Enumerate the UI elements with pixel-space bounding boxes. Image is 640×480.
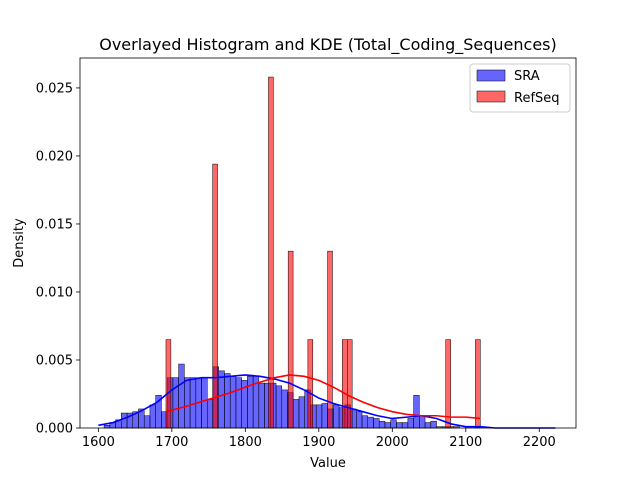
legend-label-refseq: RefSeq	[514, 91, 560, 106]
histogram-bar	[367, 416, 374, 429]
x-tick-label: 2100	[449, 435, 482, 450]
histogram-bar	[235, 377, 242, 429]
x-axis-label: Value	[310, 456, 346, 471]
histogram-bar	[315, 404, 323, 429]
y-axis-ticks: 0.000 0.005 0.010 0.015 0.020 0.025	[36, 81, 80, 437]
histogram-bar	[184, 377, 191, 429]
histogram-bar	[356, 411, 363, 429]
legend-swatch-sra	[476, 69, 506, 82]
x-tick-label: 1900	[302, 435, 335, 450]
x-tick-label: 2200	[523, 435, 556, 450]
histogram-bar	[298, 396, 305, 429]
histogram-bar	[430, 420, 437, 429]
histogram-bar	[143, 415, 151, 429]
histogram-bar	[103, 425, 111, 429]
histogram-bar	[413, 395, 420, 429]
histogram-bar	[475, 339, 481, 429]
histogram-bar	[207, 399, 214, 429]
histogram-bar	[229, 376, 237, 429]
axes-frame	[79, 57, 577, 429]
histogram-bar	[287, 250, 294, 429]
legend: SRA RefSeq	[469, 63, 571, 113]
histogram-bar	[201, 377, 208, 429]
legend-swatch-refseq	[476, 90, 506, 103]
kde-lines	[98, 374, 556, 429]
x-tick-label: 1800	[229, 435, 262, 450]
histogram-bar	[307, 339, 314, 429]
x-tick-label: 1600	[82, 435, 115, 450]
histogram-bar	[281, 389, 288, 429]
histogram-bar	[333, 404, 340, 429]
histogram-bar	[361, 415, 368, 429]
histogram-bar	[342, 339, 348, 429]
y-tick-label: 0.000	[36, 422, 73, 437]
chart-title: Overlayed Histogram and KDE (Total_Codin…	[99, 35, 557, 55]
y-tick-label: 0.025	[36, 81, 73, 96]
histogram-bar	[212, 163, 218, 429]
histogram-bar	[384, 422, 391, 429]
histogram-bar	[390, 419, 397, 429]
histogram-bar	[165, 339, 172, 429]
histogram-bar	[121, 412, 128, 429]
histogram-bar	[419, 415, 426, 429]
histogram-bar	[149, 404, 156, 429]
y-tick-label: 0.005	[36, 353, 73, 368]
x-axis-ticks: 1600 1700 1800 1900 2000 2100 2200	[82, 428, 556, 450]
legend-label-sra: SRA	[514, 69, 540, 84]
histogram-bar	[224, 373, 231, 429]
histogram-bar	[178, 363, 185, 429]
histogram-bar	[373, 418, 380, 429]
y-tick-label: 0.020	[36, 149, 73, 164]
histogram-bar	[218, 370, 225, 429]
histogram-bar	[347, 339, 353, 429]
y-axis-label: Density	[12, 218, 27, 268]
histogram-bar	[292, 399, 300, 429]
histogram-bar	[401, 422, 409, 429]
x-tick-label: 2000	[376, 435, 409, 450]
histogram-bar	[424, 422, 432, 429]
histogram-bar	[275, 385, 283, 429]
histogram-bar	[258, 382, 265, 429]
histogram-bar	[396, 422, 403, 429]
histogram-bar	[445, 339, 451, 429]
histogram-bar	[407, 418, 414, 429]
histogram-bar	[378, 420, 386, 429]
histogram-bar	[268, 76, 274, 429]
kde-line	[98, 374, 556, 429]
y-tick-label: 0.015	[36, 217, 73, 232]
x-tick-label: 1700	[155, 435, 188, 450]
y-tick-label: 0.010	[36, 285, 73, 300]
kde-line	[165, 374, 481, 420]
histogram-bar	[321, 403, 328, 429]
